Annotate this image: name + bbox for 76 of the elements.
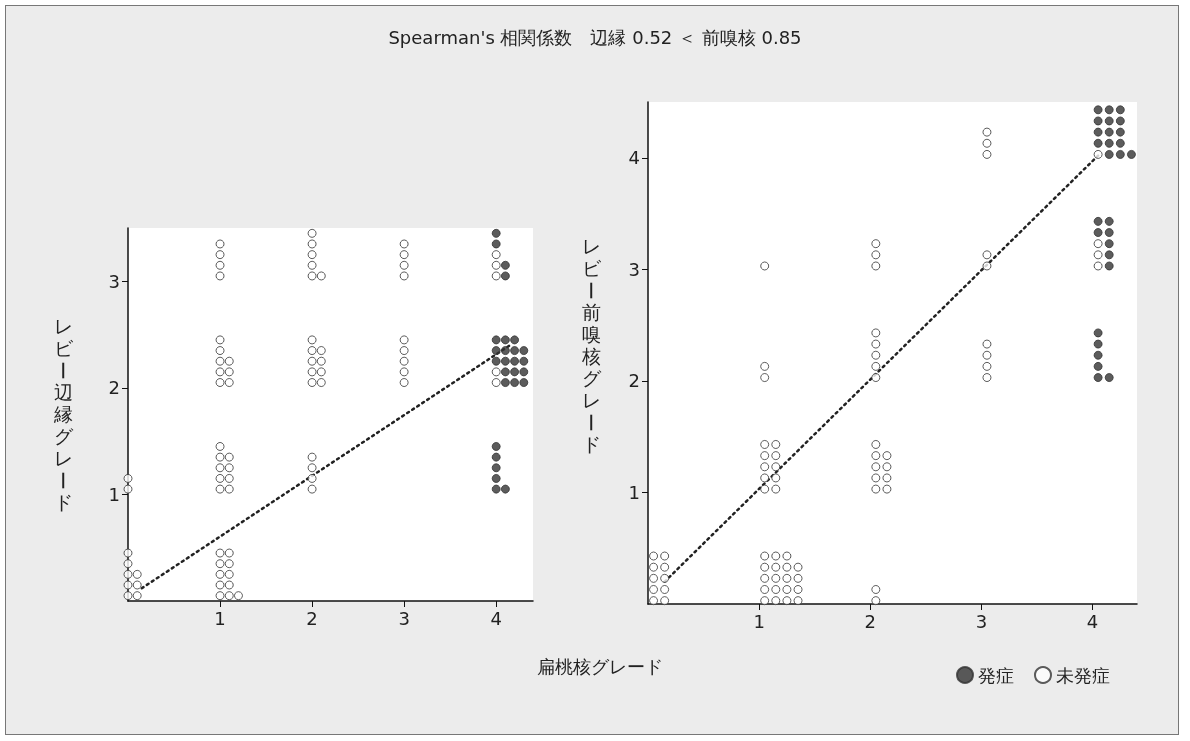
point: [491, 335, 501, 345]
point: [1115, 149, 1125, 159]
point: [1115, 127, 1125, 137]
x-tick-label: 3: [398, 607, 410, 629]
point: [519, 367, 529, 377]
y-tick-label: 1: [108, 483, 120, 505]
point: [491, 346, 501, 356]
point: [500, 356, 510, 366]
y-tick-label: 2: [108, 377, 120, 399]
point: [1104, 261, 1114, 271]
point: [1104, 373, 1114, 383]
point: [1093, 216, 1103, 226]
point: [500, 260, 510, 270]
point: [510, 335, 520, 345]
point: [1093, 116, 1103, 126]
point: [1126, 149, 1136, 159]
point: [1115, 138, 1125, 148]
y-tick-label: 3: [108, 270, 120, 292]
y-tick-label: 1: [628, 481, 640, 503]
x-tick-label: 3: [975, 610, 988, 632]
point: [1104, 138, 1114, 148]
point: [1104, 228, 1114, 238]
point: [510, 378, 520, 388]
point: [510, 367, 520, 377]
point: [1104, 149, 1114, 159]
x-tick-label: 2: [306, 607, 318, 629]
point: [1093, 228, 1103, 238]
legend-label: 未発症: [1056, 664, 1110, 686]
point: [1115, 116, 1125, 126]
x-tick-label: 1: [753, 610, 765, 632]
point: [1093, 127, 1103, 137]
point: [510, 346, 520, 356]
x-tick-label: 4: [490, 607, 502, 629]
x-tick-label: 2: [864, 610, 876, 632]
point: [519, 356, 529, 366]
point: [491, 356, 501, 366]
point: [1104, 105, 1114, 115]
y-tick-label: 2: [628, 370, 640, 392]
point: [1104, 216, 1114, 226]
point: [491, 239, 501, 249]
point: [1104, 116, 1114, 126]
point: [510, 356, 520, 366]
point: [491, 452, 501, 462]
point: [500, 378, 510, 388]
text: Spearman's 相関係数 辺縁 0.52 ＜ 前嗅核 0.85: [387, 26, 803, 50]
point: [500, 346, 510, 356]
legend-label: 発症: [978, 664, 1014, 686]
point: [491, 473, 501, 483]
point: [1093, 350, 1103, 360]
point: [1104, 127, 1114, 137]
point: [491, 484, 501, 494]
x-tick-label: 4: [1086, 610, 1099, 632]
point: [1104, 250, 1114, 260]
point: [500, 367, 510, 377]
point: [1115, 105, 1125, 115]
point: [519, 346, 529, 356]
point: [500, 484, 510, 494]
y-tick-label: 4: [628, 147, 640, 169]
x-tick-label: 1: [214, 607, 226, 629]
point: [1093, 339, 1103, 349]
point: [491, 228, 501, 238]
point: [1093, 105, 1103, 115]
point: [1093, 361, 1103, 371]
point: [1093, 373, 1103, 383]
point: [1093, 328, 1103, 338]
point: [1104, 239, 1114, 249]
x-axis-title: 扁桃核グレード: [536, 655, 664, 679]
point: [500, 335, 510, 345]
point: [491, 441, 501, 451]
point: [519, 378, 529, 388]
point: [1093, 138, 1103, 148]
text: レビー前嗅核グレード: [580, 235, 602, 455]
point: [500, 271, 510, 281]
y-tick-label: 3: [628, 258, 640, 280]
point: [491, 463, 501, 473]
text: レビー辺縁グレード: [52, 315, 74, 513]
